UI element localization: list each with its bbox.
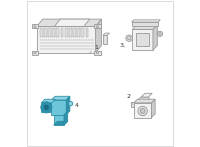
Polygon shape — [94, 51, 101, 55]
Polygon shape — [134, 103, 151, 118]
Polygon shape — [41, 103, 51, 112]
Polygon shape — [94, 24, 101, 28]
Text: 1: 1 — [90, 45, 98, 53]
Polygon shape — [37, 19, 101, 26]
Polygon shape — [153, 25, 157, 50]
Polygon shape — [69, 28, 72, 37]
Polygon shape — [77, 28, 80, 37]
Polygon shape — [32, 51, 38, 55]
Circle shape — [128, 37, 131, 40]
Polygon shape — [54, 121, 68, 125]
Polygon shape — [32, 24, 38, 28]
Circle shape — [140, 109, 145, 113]
Polygon shape — [134, 97, 151, 103]
Polygon shape — [40, 28, 43, 37]
Circle shape — [34, 26, 36, 28]
Polygon shape — [136, 33, 149, 46]
Polygon shape — [151, 99, 155, 118]
Polygon shape — [51, 96, 70, 100]
Polygon shape — [132, 29, 153, 50]
Polygon shape — [48, 28, 51, 37]
Circle shape — [126, 35, 132, 41]
Circle shape — [157, 31, 163, 36]
Circle shape — [96, 52, 98, 54]
Polygon shape — [54, 115, 64, 125]
Polygon shape — [103, 33, 110, 35]
Text: 3: 3 — [119, 43, 125, 48]
Polygon shape — [132, 22, 158, 26]
Polygon shape — [141, 93, 152, 97]
Circle shape — [34, 52, 36, 54]
Text: 2: 2 — [126, 95, 132, 104]
Polygon shape — [132, 25, 157, 29]
Polygon shape — [96, 19, 101, 53]
Polygon shape — [66, 96, 70, 115]
Circle shape — [41, 102, 52, 113]
Text: 4: 4 — [69, 103, 79, 108]
Circle shape — [68, 101, 73, 106]
Polygon shape — [81, 28, 84, 37]
Polygon shape — [86, 28, 88, 37]
Circle shape — [96, 26, 98, 28]
Polygon shape — [41, 99, 55, 103]
Circle shape — [138, 106, 147, 116]
Polygon shape — [73, 28, 76, 37]
Circle shape — [159, 33, 161, 35]
Polygon shape — [51, 100, 66, 115]
Polygon shape — [37, 26, 96, 53]
Polygon shape — [64, 111, 68, 125]
Polygon shape — [61, 28, 63, 37]
Circle shape — [43, 104, 49, 110]
Polygon shape — [131, 102, 134, 107]
Polygon shape — [52, 28, 55, 37]
Polygon shape — [103, 35, 107, 44]
Polygon shape — [54, 19, 90, 26]
Polygon shape — [132, 20, 160, 22]
Polygon shape — [134, 99, 155, 103]
Polygon shape — [44, 28, 47, 37]
Polygon shape — [65, 28, 68, 37]
Polygon shape — [56, 28, 59, 37]
